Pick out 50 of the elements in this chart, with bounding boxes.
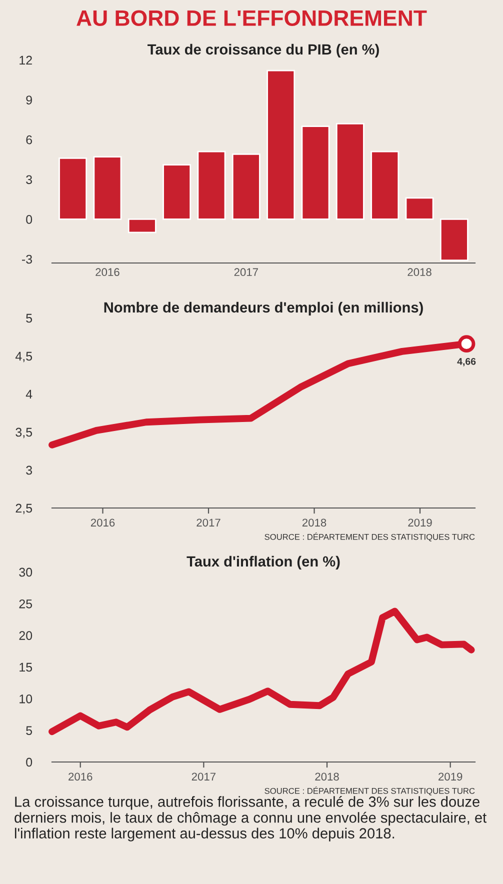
text: AU BORD DE L'EFFONDREMENT (76, 10, 427, 26)
bar (336, 122, 364, 220)
y-tick-label: 3 (26, 466, 32, 475)
x-tick-label: 2018 (302, 518, 326, 527)
bar (128, 218, 156, 234)
y-tick-label: 12 (20, 56, 32, 65)
x-tick-label: 2017 (234, 268, 258, 276)
bar (93, 156, 122, 220)
x-tick-label: 2019 (438, 772, 462, 781)
y-tick-label: 20 (19, 631, 32, 640)
x-tick-label: 2018 (315, 772, 339, 781)
y-tick-label: -3 (22, 254, 32, 264)
data-label: 4,66 (457, 358, 476, 366)
source-note: SOURCE : DÉPARTEMENT DES STATISTIQUES TURC (264, 786, 475, 796)
chart-title: Nombre de demandeurs d'emploi (en millions) (104, 302, 423, 316)
x-tick-label: 2019 (408, 518, 432, 527)
chart-title: Taux de croissance du PIB (en %) (148, 44, 379, 58)
bar (440, 218, 468, 262)
x-tick-label: 2017 (196, 518, 220, 527)
y-tick-label: 2,5 (16, 504, 32, 514)
y-tick-label: 4 (26, 390, 32, 399)
bar (370, 150, 400, 220)
y-tick-label: 4,5 (15, 352, 32, 362)
bar (266, 70, 296, 220)
bar (162, 164, 192, 220)
y-tick-label: 0 (26, 215, 32, 224)
bar (405, 197, 434, 220)
y-tick-label: 5 (26, 726, 32, 735)
x-tick-label: 2016 (90, 518, 115, 527)
y-tick-label: 15 (20, 662, 32, 672)
x-tick-label: 2018 (408, 268, 432, 276)
y-tick-label: 9 (26, 96, 32, 104)
x-tick-label: 2016 (96, 268, 120, 276)
y-tick-label: 6 (26, 135, 32, 144)
bar (58, 157, 88, 220)
source-note: SOURCE : DÉPARTEMENT DES STATISTIQUES TURC (264, 532, 475, 542)
y-tick-label: 5 (26, 314, 32, 323)
bar (301, 126, 330, 220)
y-tick-label: 10 (20, 694, 32, 704)
y-tick-label: 25 (19, 599, 32, 608)
x-tick-label: 2016 (68, 772, 92, 781)
text: La croissance turque, autrefois florissante, a reculé de 3% sur les douze derniers mois, le taux de chômage a connu une envolée spectaculaire, et l'inflation reste largement au-dessus des 10% depuis 2018. (14, 796, 487, 842)
y-tick-label: 0 (26, 758, 32, 767)
bar (197, 150, 226, 220)
chart-title: Taux d'inflation (en %) (186, 556, 340, 570)
bar (232, 154, 260, 220)
x-tick-label: 2017 (192, 772, 216, 781)
y-tick-label: 30 (19, 568, 32, 577)
y-tick-label: 3,5 (16, 428, 32, 438)
y-tick-label: 3 (26, 175, 32, 184)
